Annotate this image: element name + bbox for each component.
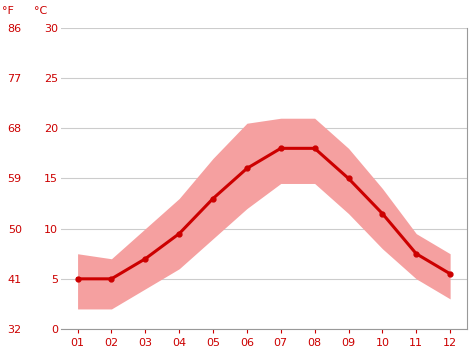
Text: °F: °F — [2, 6, 14, 16]
Text: °C: °C — [34, 6, 47, 16]
